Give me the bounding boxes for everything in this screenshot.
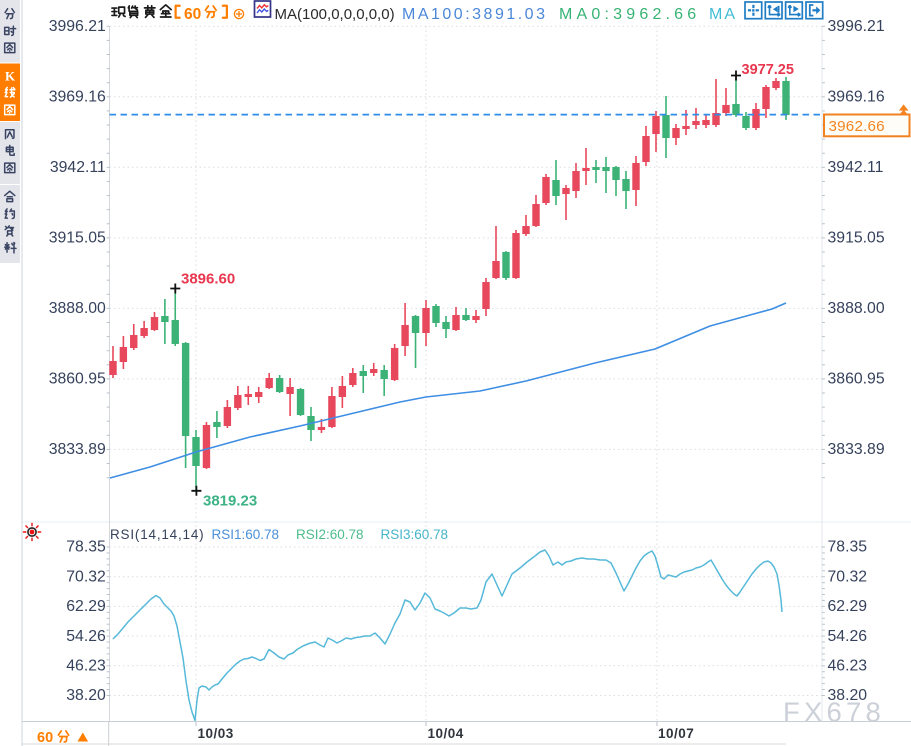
svg-text:3915.05: 3915.05 <box>828 230 885 247</box>
svg-text:70.32: 70.32 <box>66 568 106 585</box>
svg-text:62.29: 62.29 <box>66 598 106 615</box>
svg-text:70.32: 70.32 <box>828 568 868 585</box>
svg-text:RSI2:60.78: RSI2:60.78 <box>296 527 364 542</box>
svg-text:3977.25: 3977.25 <box>742 62 794 78</box>
svg-text:60: 60 <box>37 730 53 746</box>
svg-text:3996.21: 3996.21 <box>49 18 106 35</box>
svg-text:38.20: 38.20 <box>66 687 106 704</box>
svg-text:RSI1:60.78: RSI1:60.78 <box>212 527 280 542</box>
svg-text:3888.00: 3888.00 <box>49 300 106 317</box>
svg-text:MA: MA <box>709 6 737 23</box>
svg-text:RSI3:60.78: RSI3:60.78 <box>381 527 449 542</box>
svg-text:MA(100,0,0,0,0,0): MA(100,0,0,0,0,0) <box>275 6 395 23</box>
svg-text:FX678: FX678 <box>783 697 885 728</box>
svg-text:3860.95: 3860.95 <box>828 371 885 388</box>
svg-text:46.23: 46.23 <box>66 658 106 675</box>
svg-text:60: 60 <box>184 6 201 23</box>
svg-text:3915.05: 3915.05 <box>49 230 106 247</box>
svg-text:38.20: 38.20 <box>828 687 868 704</box>
svg-text:3962.66: 3962.66 <box>829 118 885 135</box>
svg-text:10/07: 10/07 <box>658 726 694 741</box>
svg-text:3833.89: 3833.89 <box>828 441 885 458</box>
svg-text:RSI(14,14,14): RSI(14,14,14) <box>110 527 204 542</box>
svg-text:10/03: 10/03 <box>198 726 234 741</box>
svg-text:3942.11: 3942.11 <box>828 159 884 176</box>
svg-text:54.26: 54.26 <box>66 628 106 645</box>
svg-text:MA100:3891.03: MA100:3891.03 <box>402 6 547 23</box>
svg-text:62.29: 62.29 <box>828 598 868 615</box>
svg-text:3896.60: 3896.60 <box>181 271 235 288</box>
svg-text:3819.23: 3819.23 <box>203 493 257 510</box>
svg-text:54.26: 54.26 <box>828 628 868 645</box>
svg-text:K: K <box>5 69 16 84</box>
svg-text:10/04: 10/04 <box>428 726 464 741</box>
svg-text:78.35: 78.35 <box>828 539 868 556</box>
svg-text:3969.16: 3969.16 <box>828 89 885 106</box>
svg-text:3969.16: 3969.16 <box>49 89 106 106</box>
svg-text:3942.11: 3942.11 <box>50 159 106 176</box>
svg-text:78.35: 78.35 <box>66 539 106 556</box>
svg-text:46.23: 46.23 <box>828 658 868 675</box>
svg-text:3833.89: 3833.89 <box>49 441 106 458</box>
svg-text:MA0:3962.66: MA0:3962.66 <box>559 6 700 23</box>
svg-text:3860.95: 3860.95 <box>49 371 106 388</box>
svg-text:3996.21: 3996.21 <box>828 18 885 35</box>
svg-text:3888.00: 3888.00 <box>828 300 885 317</box>
